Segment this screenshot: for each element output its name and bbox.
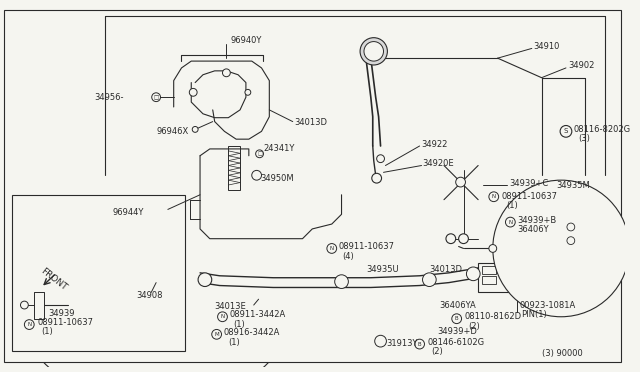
Circle shape bbox=[218, 312, 227, 322]
Circle shape bbox=[567, 237, 575, 244]
Circle shape bbox=[360, 38, 387, 65]
Text: 34939+D: 34939+D bbox=[437, 327, 477, 336]
Text: 34908: 34908 bbox=[136, 291, 163, 300]
Bar bbox=[535, 217, 584, 256]
Bar bbox=[539, 221, 556, 233]
Text: 08911-10637: 08911-10637 bbox=[502, 192, 557, 201]
Text: (1): (1) bbox=[41, 327, 52, 336]
Text: 34950M: 34950M bbox=[260, 174, 294, 183]
Circle shape bbox=[192, 126, 198, 132]
Text: M: M bbox=[214, 332, 219, 337]
Text: N: N bbox=[28, 322, 31, 327]
Circle shape bbox=[459, 234, 468, 244]
Text: 36406Y: 36406Y bbox=[517, 225, 549, 234]
Text: 08146-6102G: 08146-6102G bbox=[428, 338, 484, 347]
Text: 96944Y: 96944Y bbox=[112, 208, 143, 217]
Text: 34902: 34902 bbox=[568, 61, 595, 70]
Text: 08916-3442A: 08916-3442A bbox=[223, 328, 280, 337]
Text: (3): (3) bbox=[579, 134, 591, 143]
Circle shape bbox=[452, 314, 461, 324]
Circle shape bbox=[223, 69, 230, 77]
Text: S: S bbox=[564, 128, 568, 134]
Text: □: □ bbox=[154, 95, 159, 100]
Text: N: N bbox=[508, 219, 513, 225]
Text: (1): (1) bbox=[233, 320, 245, 329]
Circle shape bbox=[560, 125, 572, 137]
Circle shape bbox=[364, 42, 383, 61]
Text: (4): (4) bbox=[342, 252, 355, 261]
Text: 08116-8202G: 08116-8202G bbox=[574, 125, 631, 134]
Bar bbox=[478, 263, 517, 292]
Circle shape bbox=[446, 234, 456, 244]
Bar bbox=[482, 266, 496, 274]
Circle shape bbox=[506, 217, 515, 227]
Text: N: N bbox=[330, 246, 334, 251]
Text: 31913Y: 31913Y bbox=[387, 339, 418, 347]
Circle shape bbox=[456, 177, 465, 187]
Circle shape bbox=[422, 273, 436, 286]
Bar bbox=[482, 276, 496, 283]
Text: 34939: 34939 bbox=[49, 310, 76, 318]
Text: (1): (1) bbox=[506, 201, 518, 210]
Text: 08911-10637: 08911-10637 bbox=[339, 242, 395, 251]
Text: □: □ bbox=[257, 151, 262, 156]
Text: FRONT: FRONT bbox=[39, 267, 68, 293]
Circle shape bbox=[327, 244, 337, 253]
Text: B: B bbox=[418, 341, 421, 347]
Circle shape bbox=[212, 330, 221, 339]
Text: 00923-1081A: 00923-1081A bbox=[519, 301, 575, 310]
Bar bbox=[12, 195, 186, 351]
Circle shape bbox=[489, 192, 499, 202]
Circle shape bbox=[374, 335, 387, 347]
Circle shape bbox=[415, 339, 424, 349]
Text: N: N bbox=[492, 194, 496, 199]
Circle shape bbox=[372, 173, 381, 183]
Text: 34939+C: 34939+C bbox=[509, 179, 548, 187]
Bar bbox=[228, 146, 240, 190]
Text: 36406YA: 36406YA bbox=[439, 301, 476, 310]
Circle shape bbox=[335, 275, 348, 288]
Text: (3) 90000: (3) 90000 bbox=[541, 349, 582, 358]
Text: 34013E: 34013E bbox=[214, 302, 246, 311]
Text: (2): (2) bbox=[431, 347, 443, 356]
Circle shape bbox=[489, 244, 497, 252]
Circle shape bbox=[255, 150, 264, 158]
Text: B: B bbox=[455, 316, 458, 321]
Text: 34935U: 34935U bbox=[366, 265, 399, 275]
Text: 34920E: 34920E bbox=[422, 159, 454, 168]
Text: (1): (1) bbox=[228, 338, 240, 347]
Text: 34939+B: 34939+B bbox=[517, 216, 556, 225]
Text: 24341Y: 24341Y bbox=[264, 144, 295, 153]
Text: N: N bbox=[220, 314, 225, 319]
Text: 08110-8162D: 08110-8162D bbox=[465, 312, 522, 321]
Circle shape bbox=[189, 89, 197, 96]
Text: 34910: 34910 bbox=[534, 42, 560, 51]
Circle shape bbox=[493, 180, 629, 317]
Text: 96946X: 96946X bbox=[156, 127, 188, 136]
Text: 96940Y: 96940Y bbox=[230, 36, 262, 45]
Circle shape bbox=[467, 267, 480, 280]
Text: 34013D: 34013D bbox=[294, 118, 328, 127]
Circle shape bbox=[567, 223, 575, 231]
Text: 08911-10637: 08911-10637 bbox=[37, 318, 93, 327]
Circle shape bbox=[152, 93, 161, 102]
Text: 08911-3442A: 08911-3442A bbox=[229, 310, 285, 319]
Circle shape bbox=[245, 89, 251, 95]
Circle shape bbox=[20, 301, 28, 309]
Text: 34935M: 34935M bbox=[556, 180, 590, 189]
Bar bbox=[539, 235, 556, 247]
Text: 34956-: 34956- bbox=[95, 93, 124, 102]
Text: PIN(1): PIN(1) bbox=[521, 310, 547, 319]
Circle shape bbox=[198, 273, 212, 286]
Text: 34013D: 34013D bbox=[429, 265, 462, 275]
Circle shape bbox=[377, 155, 385, 163]
Text: (2): (2) bbox=[468, 322, 480, 331]
Circle shape bbox=[24, 320, 34, 330]
Circle shape bbox=[252, 170, 262, 180]
Text: 34922: 34922 bbox=[422, 140, 448, 148]
